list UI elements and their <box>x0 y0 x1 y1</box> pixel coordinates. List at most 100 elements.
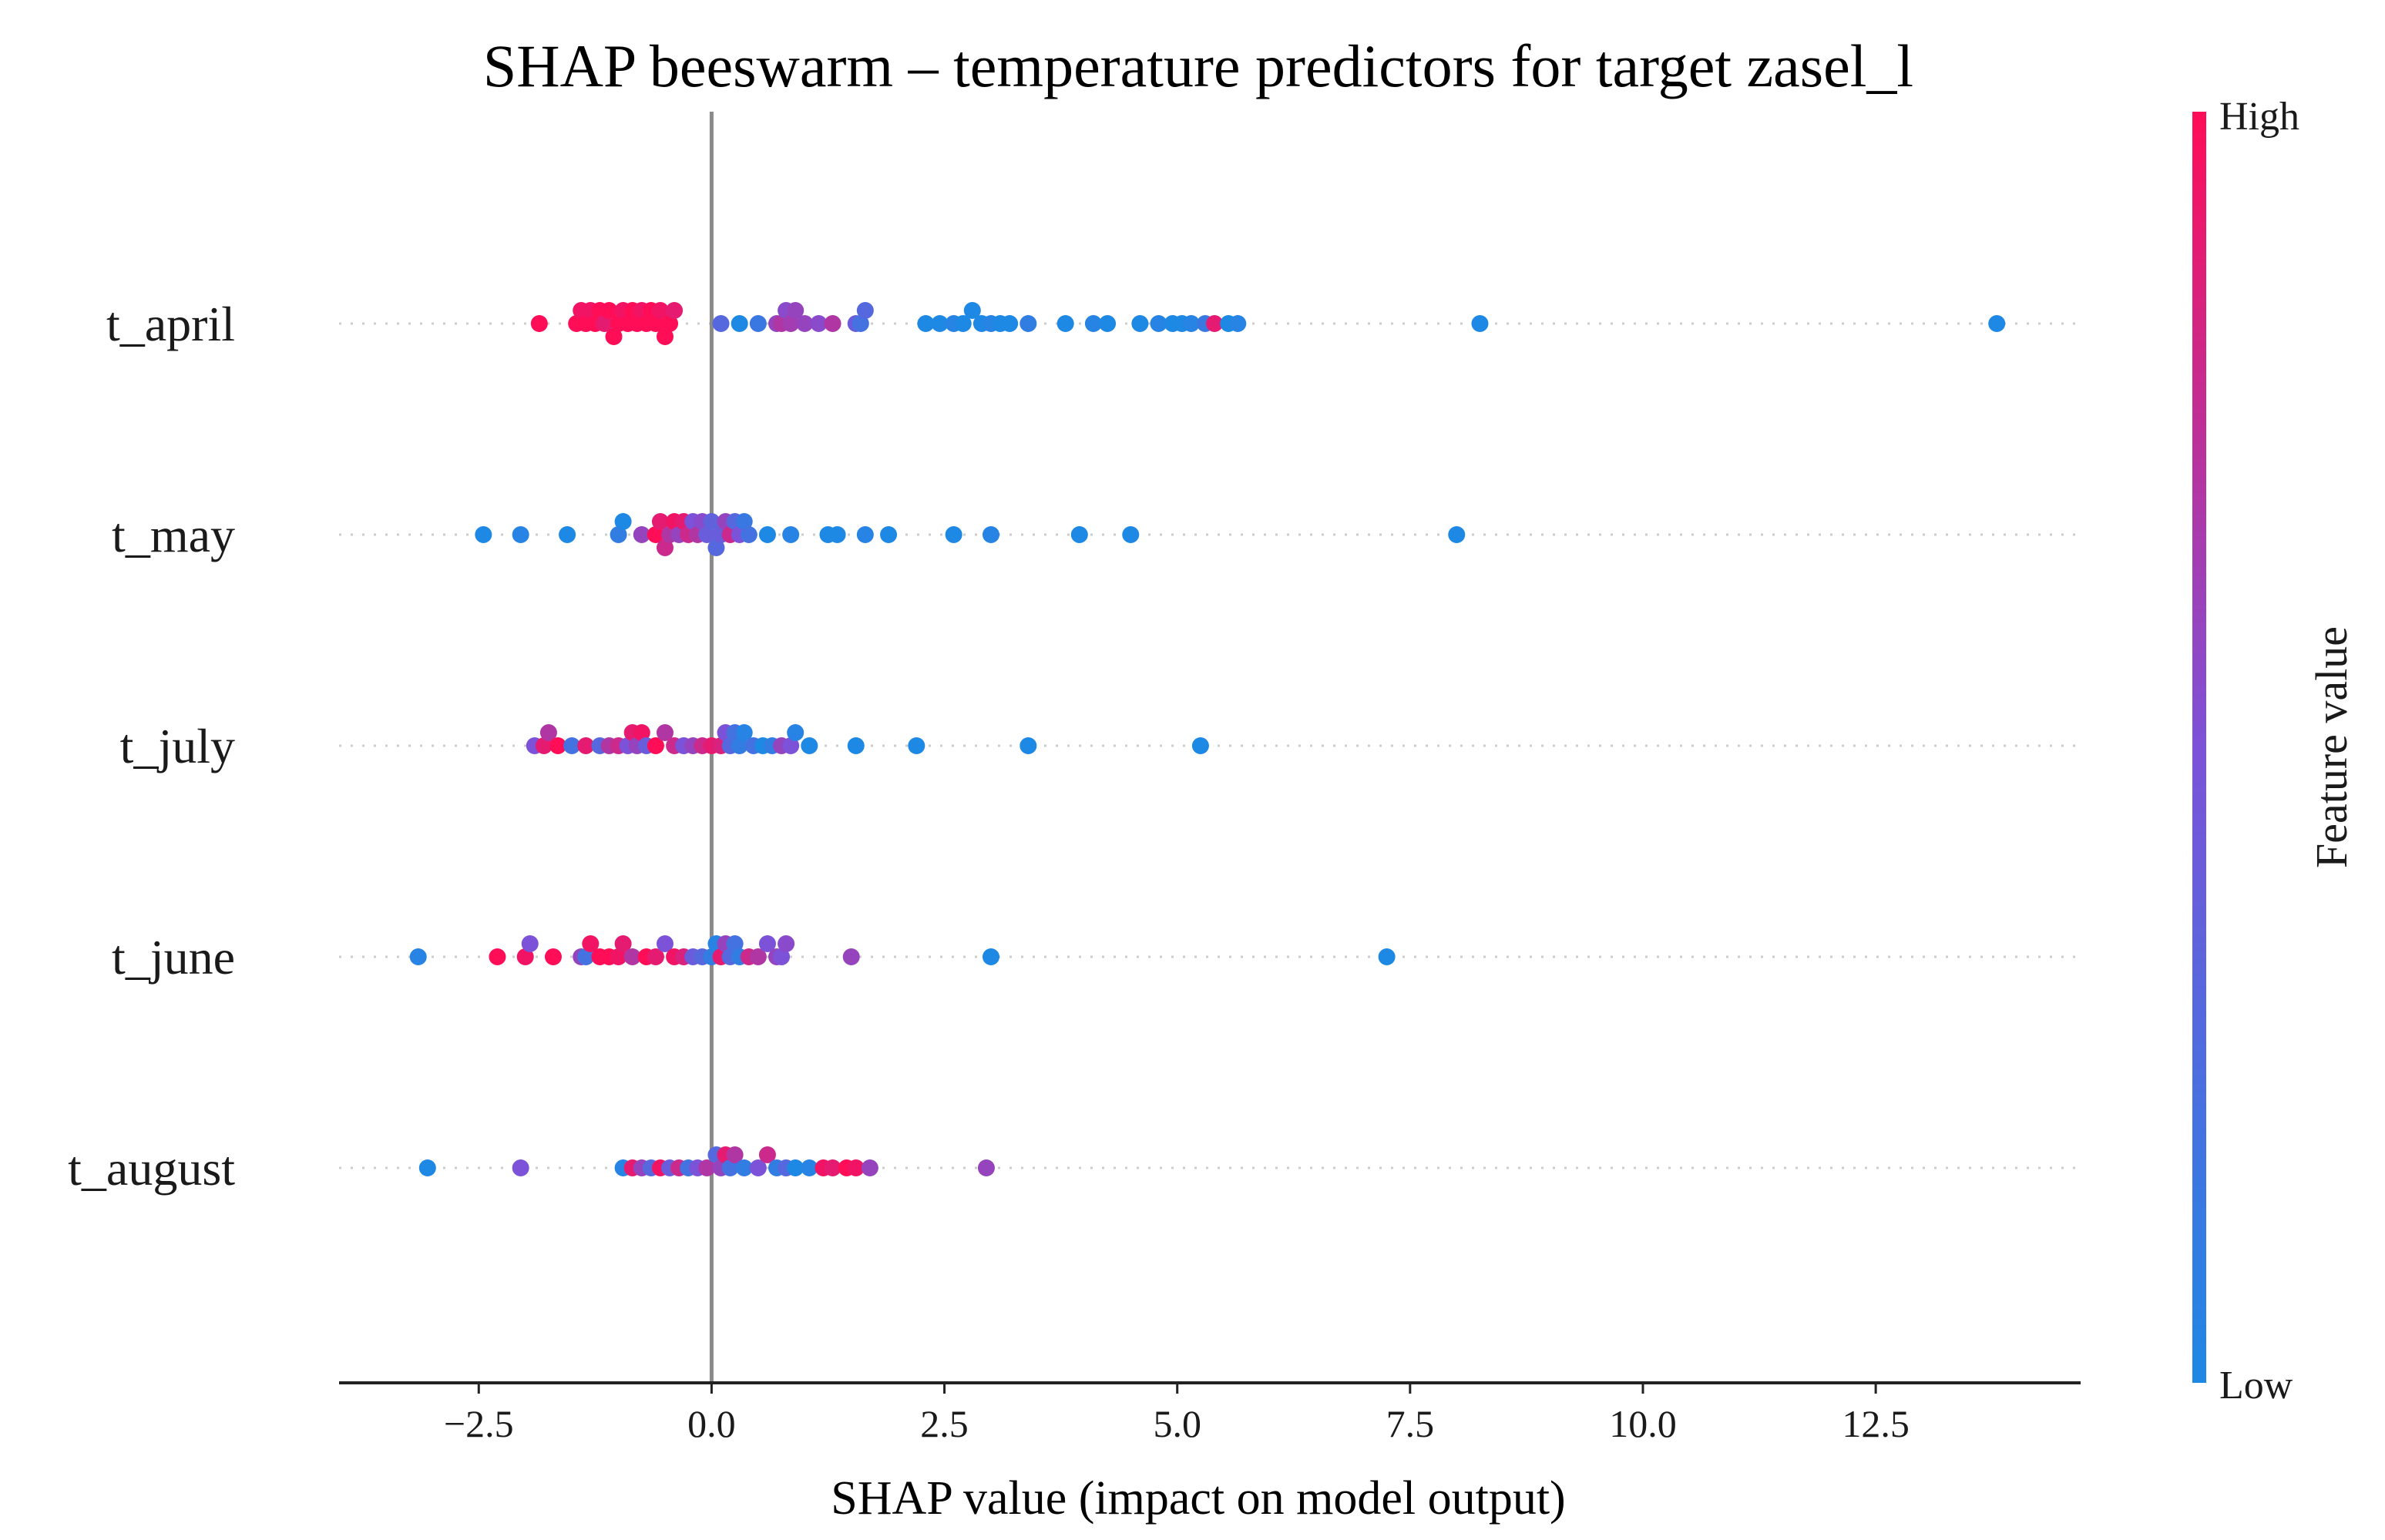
shap-point-t_april <box>931 315 949 332</box>
shap-point-t_april <box>1229 315 1247 332</box>
shap-point-t_april <box>796 315 814 332</box>
shap-point-t_july <box>731 737 748 754</box>
feature-label-t_june: t_june <box>112 930 235 985</box>
shap-point-t_may <box>651 513 669 530</box>
x-tick-label: 2.5 <box>920 1402 969 1445</box>
shap-point-t_april <box>824 315 841 332</box>
shap-point-t_may <box>610 526 627 543</box>
shap-point-t_april <box>749 315 767 332</box>
shap-point-t_august <box>749 1159 767 1176</box>
shap-point-t_july <box>787 724 805 741</box>
colorbar-low-label: Low <box>2219 1364 2293 1407</box>
shap-point-t_may <box>703 513 721 530</box>
feature-labels: t_april t_may t_july t_june t_august <box>68 297 235 1196</box>
beeswarm-points <box>409 302 2006 1176</box>
shap-point-t_may <box>740 526 757 543</box>
shap-point-t_august <box>758 1146 776 1163</box>
shap-point-t_may <box>828 526 846 543</box>
shap-point-t_april <box>647 315 664 332</box>
shap-point-t_april <box>856 302 874 319</box>
shap-point-t_june <box>623 948 641 965</box>
shap-point-t_june <box>614 935 632 952</box>
shap-point-t_june <box>544 948 562 965</box>
shap-point-t_april <box>1056 315 1074 332</box>
shap-point-t_april <box>1131 315 1149 332</box>
shap-point-t_april <box>1020 315 1037 332</box>
shap-point-t_august <box>698 1159 716 1176</box>
shap-point-t_april <box>1099 315 1117 332</box>
shap-point-t_june <box>409 948 427 965</box>
shap-point-t_may <box>945 526 962 543</box>
colorbar <box>2192 112 2206 1383</box>
shap-point-t_may <box>707 539 725 556</box>
shap-point-t_may <box>1070 526 1088 543</box>
shap-point-t_june <box>982 948 999 965</box>
shap-point-t_may <box>647 526 664 543</box>
feature-label-t_may: t_may <box>112 508 235 562</box>
shap-point-t_july <box>539 724 557 741</box>
shap-point-t_june <box>647 948 664 965</box>
shap-point-t_june <box>1378 948 1396 965</box>
x-axis-label: SHAP value (impact on model output) <box>831 1472 1565 1525</box>
shap-point-t_april <box>917 315 935 332</box>
shap-point-t_may <box>982 526 999 543</box>
colorbar-title: Feature value <box>2306 626 2356 868</box>
shap-point-t_april <box>1001 315 1019 332</box>
shap-point-t_june <box>726 935 744 952</box>
shap-point-t_july <box>563 737 581 754</box>
shap-point-t_july <box>1191 737 1209 754</box>
shap-point-t_may <box>559 526 576 543</box>
shap-point-t_april <box>1471 315 1489 332</box>
x-tick-label: −2.5 <box>444 1402 514 1445</box>
shap-point-t_april <box>530 315 548 332</box>
shap-point-t_june <box>610 948 627 965</box>
shap-point-t_june <box>656 935 674 952</box>
shap-point-t_july <box>847 737 865 754</box>
shap-point-t_may <box>614 513 632 530</box>
shap-point-t_april <box>810 315 828 332</box>
shap-point-t_june <box>516 948 534 965</box>
shap-point-t_july <box>1020 737 1037 754</box>
chart-title: SHAP beeswarm – temperature predictors f… <box>483 32 1913 99</box>
shap-point-t_july <box>782 737 800 754</box>
shap-point-t_may <box>1448 526 1466 543</box>
shap-point-t_august <box>861 1159 878 1176</box>
shap-point-t_april <box>605 328 623 345</box>
shap-point-t_june <box>778 935 795 952</box>
shap-point-t_april <box>954 315 972 332</box>
shap-point-t_may <box>782 526 800 543</box>
x-tick-label: 7.5 <box>1386 1402 1435 1445</box>
shap-point-t_april <box>731 315 748 332</box>
shap-point-t_april <box>787 302 805 319</box>
shap-point-t_april <box>1182 315 1200 332</box>
shap-point-t_april <box>782 315 800 332</box>
shap-point-t_august <box>801 1159 818 1176</box>
shap-point-t_august <box>512 1159 529 1176</box>
shap-point-t_june <box>758 935 776 952</box>
shap-point-t_april <box>1206 315 1224 332</box>
shap-point-t_april <box>651 302 669 319</box>
shap-point-t_august <box>735 1159 753 1176</box>
shap-point-t_august <box>418 1159 436 1176</box>
shap-point-t_august <box>726 1146 744 1163</box>
shap-point-t_august <box>847 1159 865 1176</box>
shap-point-t_june <box>489 948 506 965</box>
x-tick-label: 10.0 <box>1609 1402 1677 1445</box>
shap-point-t_august <box>787 1159 805 1176</box>
shap-point-t_may <box>698 526 716 543</box>
feature-label-t_july: t_july <box>120 719 235 773</box>
feature-label-t_august: t_august <box>68 1141 235 1196</box>
shap-point-t_may <box>656 539 674 556</box>
shap-point-t_april <box>1150 315 1167 332</box>
shap-point-t_july <box>908 737 925 754</box>
x-tick-label: 5.0 <box>1153 1402 1201 1445</box>
shap-point-t_april <box>661 315 679 332</box>
shap-point-t_may <box>1122 526 1140 543</box>
shap-point-t_april <box>1988 315 2006 332</box>
shap-point-t_april <box>666 302 684 319</box>
x-axis-ticks: −2.5 0.0 2.5 5.0 7.5 10.0 12.5 <box>444 1383 1910 1445</box>
shap-point-t_july <box>549 737 567 754</box>
colorbar-high-label: High <box>2219 95 2299 139</box>
shap-point-t_april <box>600 302 618 319</box>
shap-point-t_august <box>977 1159 995 1176</box>
